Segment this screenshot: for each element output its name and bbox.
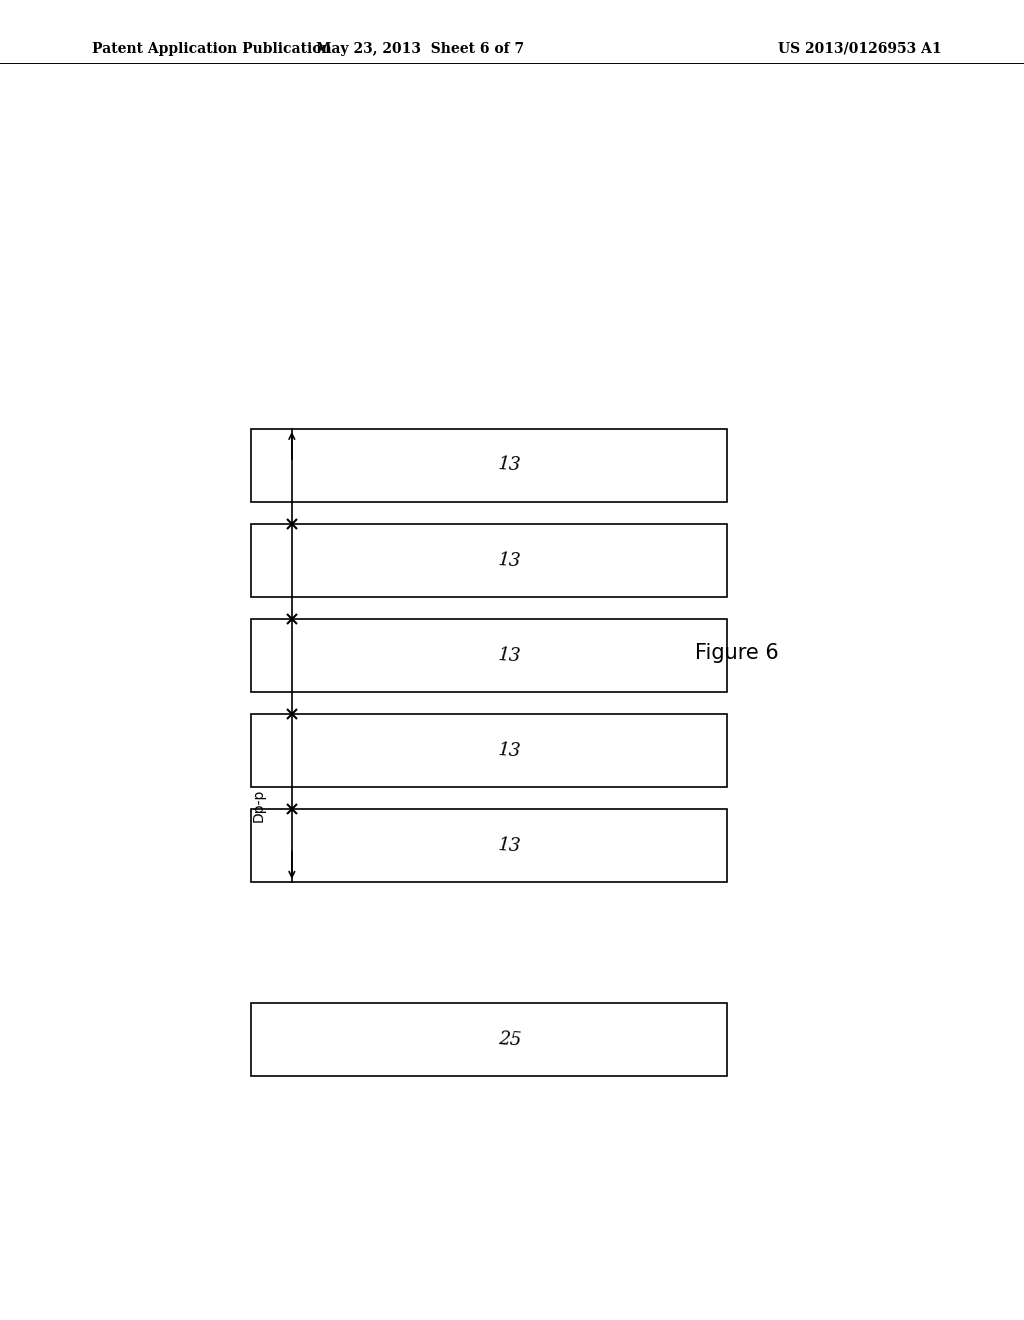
- Bar: [251, 809, 727, 882]
- Text: 25: 25: [498, 1030, 521, 1049]
- Bar: [251, 1003, 727, 1076]
- Text: 13: 13: [498, 836, 521, 855]
- Bar: [251, 429, 727, 502]
- Text: 13: 13: [498, 741, 521, 760]
- Text: Figure 6: Figure 6: [695, 643, 779, 664]
- Text: May 23, 2013  Sheet 6 of 7: May 23, 2013 Sheet 6 of 7: [315, 42, 524, 55]
- Text: 13: 13: [498, 550, 521, 570]
- Text: 13: 13: [498, 455, 521, 475]
- Bar: [251, 714, 727, 787]
- Text: US 2013/0126953 A1: US 2013/0126953 A1: [778, 42, 942, 55]
- Bar: [251, 619, 727, 692]
- Text: Patent Application Publication: Patent Application Publication: [92, 42, 332, 55]
- Text: Dp-p: Dp-p: [252, 788, 266, 822]
- Text: 13: 13: [498, 645, 521, 665]
- Bar: [251, 524, 727, 597]
